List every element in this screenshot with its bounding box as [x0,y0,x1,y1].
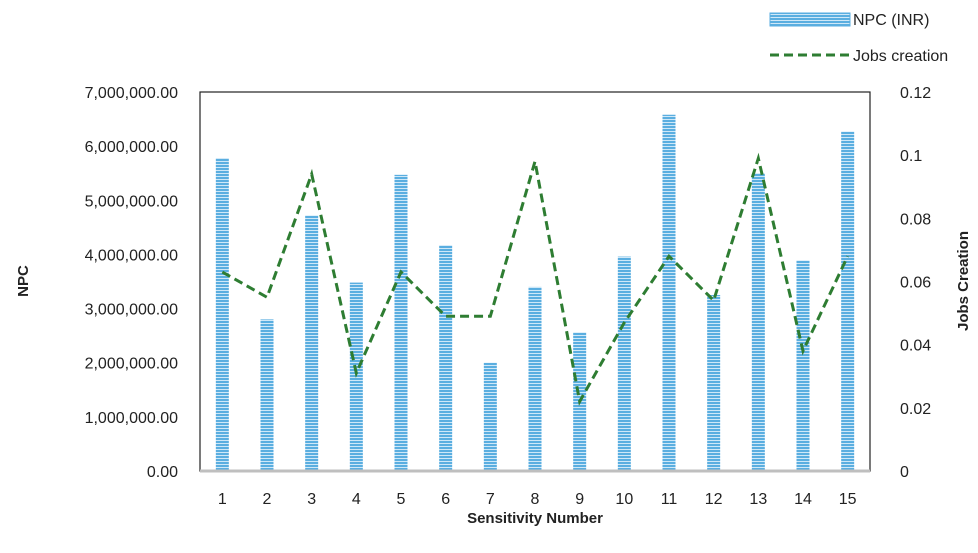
y-tick-label: 6,000,000.00 [85,139,179,156]
y-tick-label: 7,000,000.00 [85,85,179,102]
x-tick-label: 8 [531,491,540,508]
x-tick-label: 15 [839,491,857,508]
bar-npc-6 [439,245,453,471]
bars-group [215,114,855,472]
x-tick-label: 5 [397,491,406,508]
x-tick-label: 7 [486,491,495,508]
y2-tick-label: 0.12 [900,85,931,102]
y-axis-title: NPC [15,265,32,297]
x-tick-label: 1 [218,491,227,508]
y-axis-ticks: 0.00 1,000,000.00 2,000,000.00 3,000,000.00… [85,85,179,481]
x-tick-label: 9 [575,491,584,508]
bar-npc-14 [796,260,810,471]
bar-npc-3 [305,215,319,471]
x-tick-label: 3 [307,491,316,508]
x-tick-label: 12 [705,491,723,508]
bar-npc-12 [707,295,721,471]
x-tick-label: 4 [352,491,361,508]
y2-tick-label: 0.04 [900,338,931,355]
bar-npc-10 [617,256,631,471]
y2-tick-label: 0 [900,464,909,481]
bar-npc-11 [662,114,676,472]
y-tick-label: 3,000,000.00 [85,302,179,319]
x-tick-label: 6 [441,491,450,508]
y-tick-label: 1,000,000.00 [85,410,179,427]
bar-npc-1 [215,158,229,472]
bar-npc-13 [751,173,765,471]
x-axis-ticks: 1 2 3 4 5 6 7 8 9 10 11 12 13 14 15 [218,491,857,508]
y-tick-label: 4,000,000.00 [85,247,179,264]
x-axis-title: Sensitivity Number [467,510,603,527]
x-tick-label: 13 [749,491,767,508]
bar-npc-2 [260,319,274,471]
y2-tick-label: 0.02 [900,401,931,418]
y-tick-label: 2,000,000.00 [85,356,179,373]
legend-label-jobs: Jobs creation [853,48,948,65]
y2-axis-title: Jobs Creation [955,231,972,331]
legend-swatch-npc [769,12,851,27]
bar-npc-15 [841,131,855,471]
y-tick-label: 5,000,000.00 [85,193,179,210]
bar-npc-7 [483,362,497,471]
x-tick-label: 10 [615,491,633,508]
y2-tick-label: 0.1 [900,148,922,165]
bar-npc-5 [394,174,408,471]
y2-tick-label: 0.06 [900,275,931,292]
y2-tick-label: 0.08 [900,211,931,228]
x-tick-label: 11 [661,491,678,508]
x-tick-label: 2 [263,491,272,508]
y-tick-label: 0.00 [147,464,178,481]
legend-label-npc: NPC (INR) [853,12,929,29]
bar-npc-8 [528,286,542,471]
legend: NPC (INR) Jobs creation [769,12,948,65]
x-tick-label: 14 [794,491,812,508]
y2-axis-ticks: 0 0.02 0.04 0.06 0.08 0.1 0.12 [900,85,931,481]
